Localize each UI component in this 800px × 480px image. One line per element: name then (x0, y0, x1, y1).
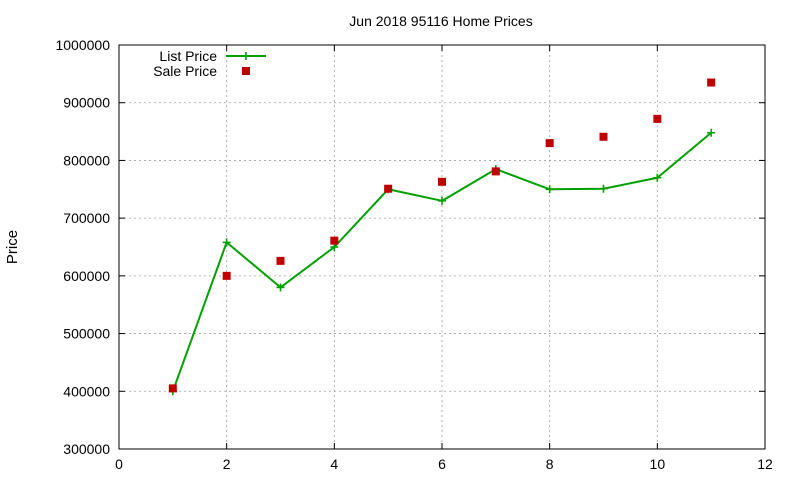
y-tick-label: 900000 (63, 95, 110, 111)
sale-price-point (653, 114, 662, 123)
sale-price-point (438, 177, 446, 186)
x-tick-label: 0 (115, 456, 123, 472)
list-price-point (222, 238, 231, 247)
tick-labels: 0 2 4 6 8 10 12 300000 400000 500000 600000 700000 8… (55, 37, 773, 472)
legend-swatch-sale-price (242, 67, 250, 75)
data-series (168, 78, 716, 396)
legend-label-sale-price: Sale Price (153, 63, 217, 79)
y-tick-label: 300000 (63, 441, 110, 457)
x-tick-label: 2 (223, 456, 231, 472)
list-price-point (707, 128, 716, 137)
sale-price-point (330, 236, 339, 245)
list-price-point (276, 283, 285, 292)
series-sale-price (168, 78, 716, 393)
legend: List Price Sale Price (153, 48, 266, 79)
y-tick-label: 700000 (63, 210, 110, 226)
x-tick-label: 4 (330, 456, 338, 472)
sale-price-point (599, 132, 608, 141)
grid-lines (119, 45, 765, 449)
x-tick-label: 10 (650, 456, 666, 472)
list-price-point (653, 173, 662, 182)
sale-price-point (545, 139, 554, 148)
legend-label-list-price: List Price (159, 48, 217, 64)
sale-price-point (276, 256, 285, 265)
sale-price-point (384, 184, 393, 193)
y-axis-label: Price (4, 230, 21, 264)
y-tick-label: 1000000 (55, 37, 110, 53)
list-price-point (545, 185, 554, 194)
plot-frame (118, 44, 766, 450)
y-tick-label: 500000 (63, 326, 110, 342)
sale-price-point (222, 271, 231, 280)
sale-price-point (168, 384, 177, 393)
x-tick-label: 12 (757, 456, 773, 472)
list-price-point (438, 196, 446, 205)
x-tick-label: 8 (546, 456, 554, 472)
list-price-point (599, 184, 608, 193)
y-tick-label: 800000 (63, 152, 110, 168)
sale-price-point (707, 78, 716, 87)
y-tick-label: 400000 (63, 383, 110, 399)
sale-price-point (491, 167, 500, 176)
x-tick-label: 6 (438, 456, 446, 472)
legend-marker-list-price (242, 52, 250, 60)
y-tick-label: 600000 (63, 268, 110, 284)
chart-title: Jun 2018 95116 Home Prices (349, 13, 532, 29)
